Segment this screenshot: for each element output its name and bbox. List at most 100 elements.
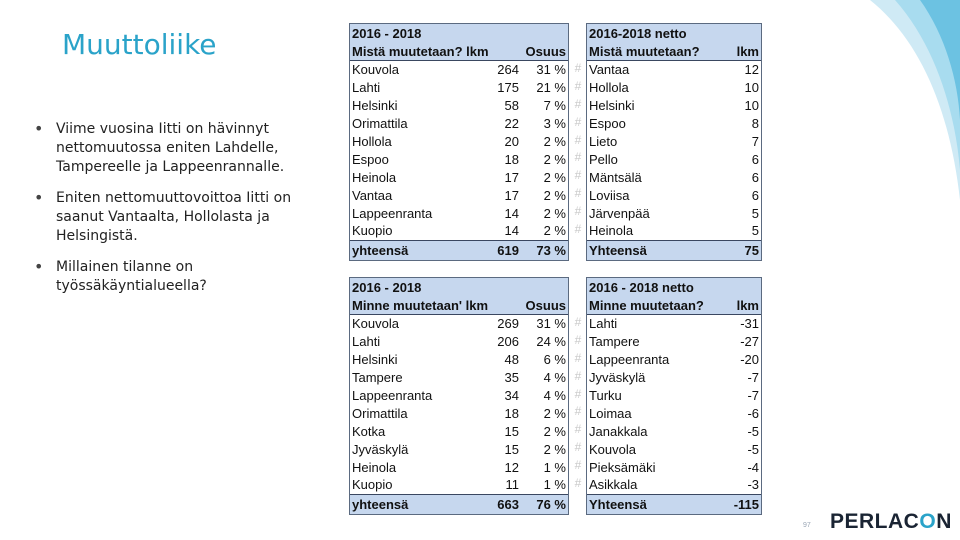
move-count: -31: [740, 316, 759, 332]
total-label: yhteensä: [352, 496, 409, 512]
municipality-name: Lappeenranta: [352, 388, 433, 403]
move-count: -20: [740, 352, 759, 368]
table-row: Pieksämäki -4: [587, 458, 761, 476]
decorative-swoosh: [870, 0, 960, 200]
separator-glyph: #: [574, 186, 582, 201]
separator-glyph: #: [574, 78, 582, 93]
total-label: yhteensä: [352, 242, 409, 258]
separator-glyph: #: [574, 386, 582, 401]
move-count: 20: [504, 134, 519, 149]
table-total-row: Yhteensä 75: [587, 241, 761, 260]
move-count: 6: [751, 187, 759, 203]
municipality-name: Kouvola: [589, 441, 636, 457]
municipality-name: Lahti: [352, 80, 381, 96]
table-row: Lahti 175 21 %: [350, 79, 568, 97]
table-row: Orimattila 18 2 %: [350, 404, 568, 422]
table-moves-from-net: 2016-2018 netto Mistä muutetaan? lkm Vantaa…: [586, 23, 762, 261]
move-count: 35: [504, 370, 519, 386]
move-share: 3 %: [543, 116, 566, 132]
table-row: Jyväskylä -7: [587, 369, 761, 387]
municipality-name: Pieksämäki: [589, 459, 656, 475]
table-total-row: yhteensä 663 76 %: [350, 495, 568, 514]
header-column-label: Mistä muutetaan? lkm: [352, 43, 489, 59]
move-count: 8: [751, 116, 759, 132]
move-count: 34: [504, 388, 519, 403]
move-share: 2 %: [543, 134, 566, 149]
separator-glyph: #: [574, 315, 582, 329]
table-row: Lappeenranta -20: [587, 351, 761, 369]
move-count: -5: [747, 441, 759, 457]
municipality-name: Helsinki: [589, 98, 635, 114]
table-header-row: 2016 - 2018: [350, 24, 568, 42]
municipality-name: Asikkala: [589, 477, 638, 493]
table-row: Kouvola -5: [587, 440, 761, 458]
table-body: Vantaa 12 Hollola 10 Helsinki 10 Espoo 8 Lieto 7 P…: [587, 61, 761, 240]
municipality-name: Loviisa: [589, 187, 630, 203]
move-count: 269: [497, 316, 519, 332]
move-count: 17: [504, 169, 519, 185]
header-period: 2016 - 2018: [352, 25, 422, 41]
move-count: 48: [504, 352, 519, 368]
municipality-name: Jyväskylä: [589, 370, 646, 386]
move-count: 10: [744, 80, 759, 96]
table-row: Espoo 18 2 %: [350, 150, 568, 168]
municipality-name: Janakkala: [589, 423, 648, 439]
move-share: 2 %: [543, 205, 566, 221]
header-period: 2016 - 2018 netto: [589, 279, 694, 295]
municipality-name: Tampere: [352, 370, 403, 386]
separator-glyph: #: [574, 132, 582, 147]
separator-glyph: #: [574, 476, 582, 491]
bullet-item: • Eniten nettomuuttovoittoa Iitti on saa…: [34, 188, 324, 246]
header-period: 2016 - 2018: [352, 279, 422, 295]
separator-glyph: #: [574, 96, 582, 111]
move-count: 18: [504, 405, 519, 421]
table-header: 2016 - 2018 netto Minne muutetaan? lkm: [587, 278, 761, 315]
municipality-name: Lieto: [589, 134, 618, 149]
total-label: Yhteensä: [589, 496, 647, 512]
bullet-dot-icon: •: [34, 257, 44, 276]
move-count: 206: [497, 334, 519, 350]
table-header: 2016 - 2018 Mistä muutetaan? lkm Osuus: [350, 24, 568, 61]
table-row: Helsinki 10: [587, 97, 761, 115]
move-count: 6: [751, 169, 759, 185]
separator-column: # # # # # # # # # #: [570, 314, 586, 493]
separator-glyph: #: [574, 350, 582, 365]
separator-glyph: #: [574, 168, 582, 183]
table-total-row: Yhteensä -115: [587, 495, 761, 514]
bullet-list: • Viime vuosina Iitti on hävinnyt nettom…: [34, 119, 324, 308]
header-period: 2016-2018 netto: [589, 25, 687, 41]
table-row: Hollola 20 2 %: [350, 133, 568, 151]
move-count: 6: [751, 151, 759, 167]
table-row: Jyväskylä 15 2 %: [350, 440, 568, 458]
table-row: Vantaa 12: [587, 61, 761, 79]
separator-glyph: #: [574, 458, 582, 473]
municipality-name: Pello: [589, 151, 618, 167]
total-count: 75: [744, 242, 759, 258]
table-header-row: Minne muutetaan' lkm Osuus: [350, 296, 568, 314]
header-count-label: lkm: [736, 43, 759, 59]
move-share: 7 %: [543, 98, 566, 114]
table-header: 2016-2018 netto Mistä muutetaan? lkm: [587, 24, 761, 61]
move-share: 1 %: [543, 477, 566, 493]
table-row: Kouvola 264 31 %: [350, 61, 568, 79]
table-body: Lahti -31 Tampere -27 Lappeenranta -20 Jyväsky…: [587, 315, 761, 494]
header-column-label: Mistä muutetaan?: [589, 43, 700, 59]
move-count: 264: [497, 62, 519, 78]
move-count: 7: [751, 134, 759, 149]
bullet-text: Viime vuosina Iitti on hävinnyt nettomuu…: [56, 121, 285, 175]
header-count-label: lkm: [736, 297, 759, 313]
table-row: Loviisa 6: [587, 186, 761, 204]
table-row: Loimaa -6: [587, 404, 761, 422]
table-row: Janakkala -5: [587, 422, 761, 440]
table-moves-to-gross: 2016 - 2018 Minne muutetaan' lkm Osuus Kouv…: [349, 277, 569, 515]
municipality-name: Lahti: [352, 334, 381, 350]
move-count: 5: [751, 223, 759, 239]
municipality-name: Heinola: [589, 223, 634, 239]
move-count: 18: [504, 151, 519, 167]
separator-glyph: #: [574, 404, 582, 419]
municipality-name: Vantaa: [589, 62, 630, 78]
table-row: Pello 6: [587, 150, 761, 168]
table-row: Hollola 10: [587, 79, 761, 97]
bullet-dot-icon: •: [34, 119, 44, 138]
move-count: -7: [747, 370, 759, 386]
